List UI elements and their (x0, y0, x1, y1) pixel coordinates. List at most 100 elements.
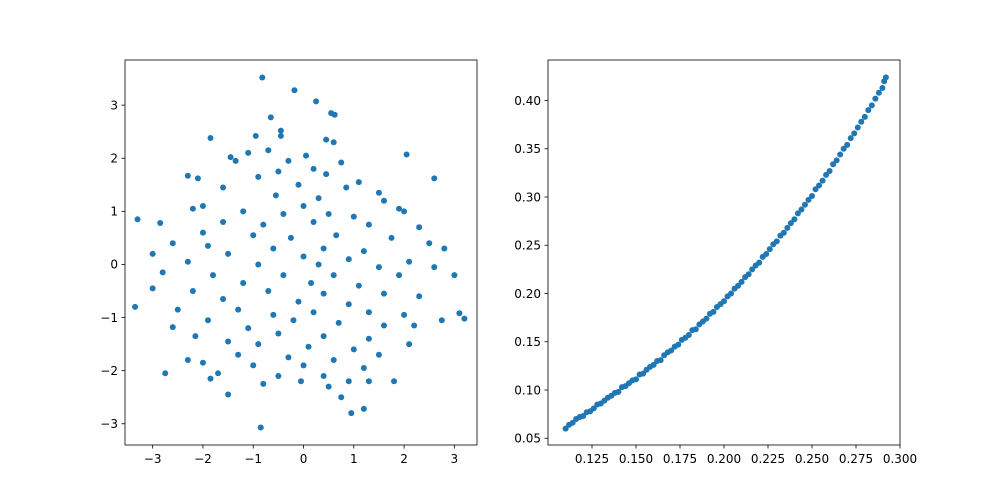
right-scatter-plot: 0.125 0.150 0.175 0.200 0.225 0.250 0.275 0.300… (514, 59, 917, 466)
data-point (816, 182, 823, 189)
data-point (338, 394, 345, 401)
data-point (280, 211, 287, 217)
data-point (812, 186, 819, 193)
data-point (350, 346, 357, 353)
data-point (270, 245, 277, 252)
data-point (590, 405, 597, 412)
data-point (657, 357, 664, 364)
data-point (310, 309, 317, 316)
data-point (773, 238, 780, 245)
data-point (375, 189, 382, 196)
data-point (149, 250, 156, 257)
data-point (220, 218, 227, 225)
x-tick-label: 0.175 (663, 452, 697, 466)
data-point (220, 184, 227, 191)
data-point (300, 362, 307, 369)
y-tick-label: 0 (110, 258, 118, 272)
data-point (149, 285, 156, 292)
data-point (728, 290, 735, 297)
data-point (780, 229, 787, 236)
data-point (868, 102, 875, 109)
y-tick-label: −2 (100, 364, 118, 378)
data-point (331, 111, 338, 118)
data-point (380, 322, 387, 329)
data-point (323, 136, 330, 143)
data-point (338, 159, 345, 166)
data-point (388, 234, 395, 241)
data-point (431, 175, 438, 182)
data-point (403, 151, 410, 158)
x-tick-label: 0.300 (883, 452, 917, 466)
data-point (290, 317, 297, 324)
y-tick-label: 1 (110, 205, 118, 219)
data-point (692, 326, 699, 333)
data-point (199, 203, 206, 210)
data-point (310, 165, 317, 172)
data-point (350, 213, 357, 220)
data-point (879, 84, 886, 91)
data-point (633, 376, 639, 383)
data-point (823, 171, 830, 178)
data-point (199, 359, 206, 366)
data-point (416, 293, 423, 300)
data-point (819, 177, 826, 184)
y-tick-label: 2 (110, 152, 118, 166)
data-point (865, 107, 872, 114)
data-point (355, 179, 362, 186)
data-point (189, 288, 196, 294)
data-point (204, 317, 211, 324)
x-tick-label: 0 (300, 452, 308, 466)
data-point (184, 258, 191, 265)
data-point (272, 192, 279, 199)
data-point (184, 357, 191, 364)
data-point (275, 330, 282, 337)
data-point (277, 127, 284, 134)
data-points (562, 74, 889, 432)
y-tick-label: 3 (110, 98, 118, 112)
data-point (833, 157, 840, 164)
data-point (333, 232, 340, 239)
data-point (308, 280, 315, 287)
data-point (245, 149, 252, 156)
data-point (240, 208, 247, 215)
data-point (461, 315, 468, 322)
y-tick-label: 0.15 (514, 335, 541, 349)
y-tick-label: 0.30 (514, 190, 541, 204)
data-point (267, 114, 274, 121)
data-point (791, 216, 798, 223)
data-point (232, 157, 239, 164)
data-point (270, 311, 277, 318)
data-point (315, 195, 322, 202)
data-point (640, 370, 647, 377)
y-tick-label: −3 (100, 417, 118, 431)
data-point (360, 248, 367, 255)
axes-frame (124, 59, 478, 446)
data-point (858, 118, 865, 125)
data-point (703, 315, 710, 322)
data-point (320, 333, 327, 340)
data-point (240, 280, 247, 287)
data-point (313, 98, 320, 105)
data-point (323, 171, 330, 178)
data-point (456, 310, 463, 317)
data-point (245, 325, 252, 332)
data-point (227, 154, 234, 161)
data-point (830, 161, 837, 168)
data-point (225, 338, 232, 345)
data-point (763, 250, 770, 257)
data-point (426, 240, 433, 247)
data-point (260, 221, 267, 228)
data-point (285, 157, 292, 164)
data-point (438, 317, 445, 324)
data-point (335, 319, 342, 326)
data-point (303, 152, 310, 159)
data-point (207, 375, 214, 382)
x-tick-label: 0.250 (795, 452, 829, 466)
data-point (300, 253, 307, 260)
data-points (132, 74, 468, 431)
data-point (580, 413, 587, 420)
data-point (220, 295, 227, 302)
data-point (650, 361, 657, 368)
data-point (300, 203, 307, 210)
